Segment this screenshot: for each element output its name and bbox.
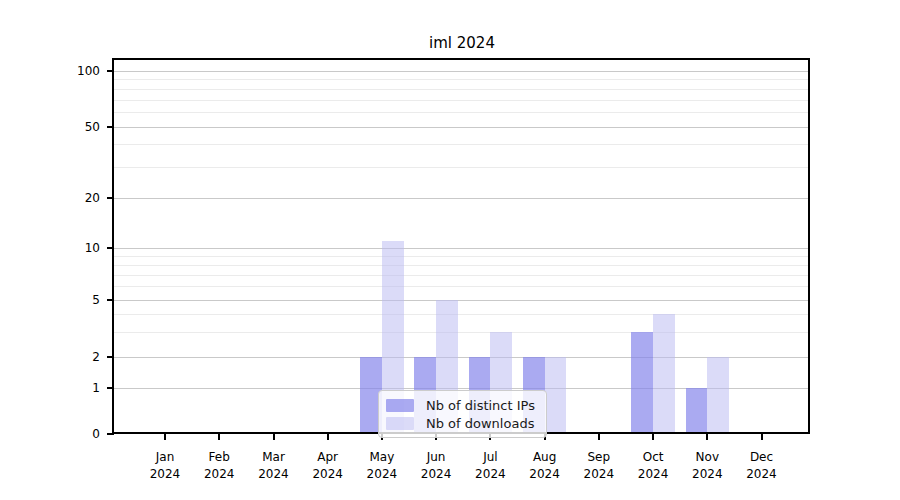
legend-swatch-downloads	[386, 417, 414, 430]
y-tick-mark	[107, 356, 114, 358]
legend: Nb of distinct IPs Nb of downloads	[378, 390, 547, 438]
x-tick-mark	[652, 434, 654, 440]
y-tick-mark	[107, 299, 114, 301]
chart-canvas: iml 2024 0125102050100Jan2024Feb2024Mar2…	[0, 0, 900, 500]
y-tick-label: 10	[40, 240, 100, 256]
y-tick-label: 0	[40, 426, 100, 442]
x-tick-mark	[706, 434, 708, 440]
x-tick-mark	[327, 434, 329, 440]
y-tick-mark	[107, 126, 114, 128]
x-tick-mark	[164, 434, 166, 440]
y-tick-mark	[107, 70, 114, 72]
x-tick-mark	[218, 434, 220, 440]
x-tick-mark	[598, 434, 600, 440]
x-tick-label: Dec2024	[722, 449, 802, 483]
y-tick-mark	[107, 433, 114, 435]
y-tick-label: 20	[40, 190, 100, 206]
legend-label-distinct-ips: Nb of distinct IPs	[426, 398, 535, 413]
y-tick-label: 100	[40, 63, 100, 79]
x-tick-year: 2024	[722, 466, 802, 483]
legend-label-downloads: Nb of downloads	[426, 416, 534, 431]
y-tick-mark	[107, 387, 114, 389]
x-tick-month: Dec	[722, 449, 802, 466]
x-tick-mark	[761, 434, 763, 440]
x-tick-mark	[273, 434, 275, 440]
legend-swatch-distinct-ips	[386, 399, 414, 412]
y-tick-label: 2	[40, 349, 100, 365]
y-tick-label: 1	[40, 380, 100, 396]
legend-row-downloads: Nb of downloads	[386, 414, 538, 432]
y-tick-label: 5	[40, 292, 100, 308]
y-tick-label: 50	[40, 119, 100, 135]
legend-row-distinct-ips: Nb of distinct IPs	[386, 396, 538, 414]
y-tick-mark	[107, 247, 114, 249]
y-tick-mark	[107, 197, 114, 199]
